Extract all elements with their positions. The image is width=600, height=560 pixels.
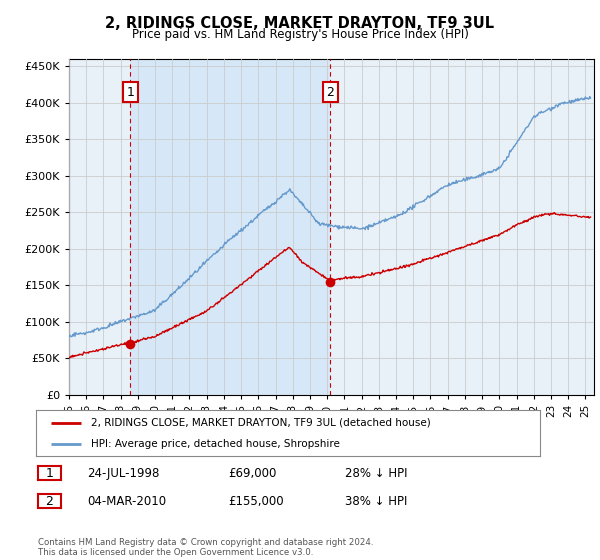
Text: £69,000: £69,000 [228, 466, 277, 480]
Text: 38% ↓ HPI: 38% ↓ HPI [345, 494, 407, 508]
Text: 28% ↓ HPI: 28% ↓ HPI [345, 466, 407, 480]
Text: 2: 2 [45, 494, 53, 508]
Text: 04-MAR-2010: 04-MAR-2010 [87, 494, 166, 508]
Text: HPI: Average price, detached house, Shropshire: HPI: Average price, detached house, Shro… [91, 440, 340, 449]
Bar [130, 59, 330, 395]
Text: 2, RIDINGS CLOSE, MARKET DRAYTON, TF9 3UL: 2, RIDINGS CLOSE, MARKET DRAYTON, TF9 3U… [106, 16, 494, 31]
Text: Price paid vs. HM Land Registry's House Price Index (HPI): Price paid vs. HM Land Registry's House … [131, 28, 469, 41]
Text: Contains HM Land Registry data © Crown copyright and database right 2024.
This d: Contains HM Land Registry data © Crown c… [38, 538, 373, 557]
Text: 2, RIDINGS CLOSE, MARKET DRAYTON, TF9 3UL (detached house): 2, RIDINGS CLOSE, MARKET DRAYTON, TF9 3U… [91, 418, 431, 428]
Text: 1: 1 [45, 466, 53, 480]
Text: 2: 2 [326, 86, 334, 99]
Text: £155,000: £155,000 [228, 494, 284, 508]
Text: 1: 1 [127, 86, 134, 99]
Text: 24-JUL-1998: 24-JUL-1998 [87, 466, 160, 480]
